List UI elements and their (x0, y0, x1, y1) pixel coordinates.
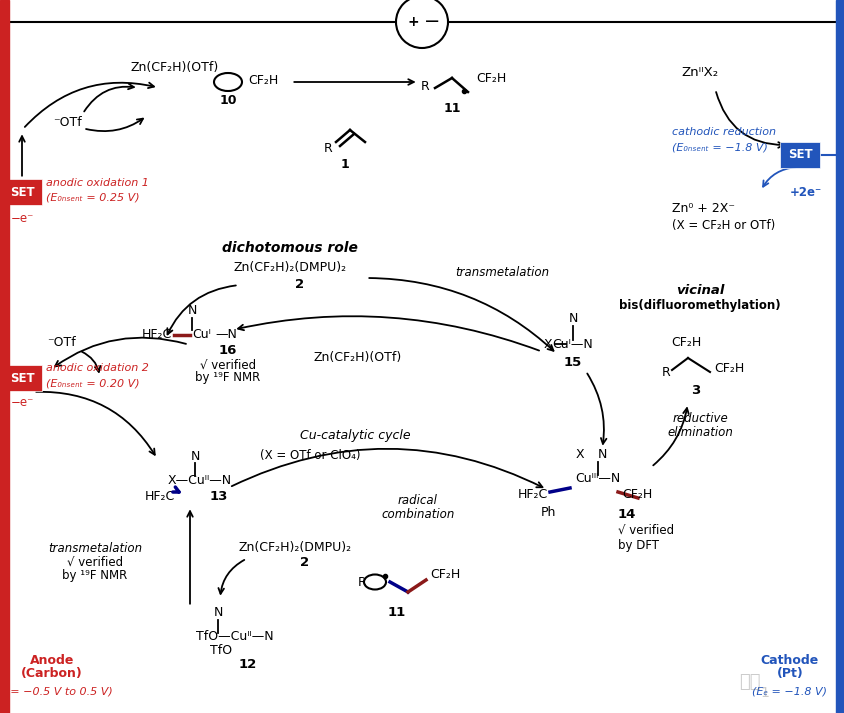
Text: SET: SET (9, 185, 35, 198)
Text: (E₀ₙₛₑₙₜ = 0.25 V): (E₀ₙₛₑₙₜ = 0.25 V) (46, 193, 139, 203)
Text: X: X (543, 337, 551, 351)
Text: X: X (575, 448, 583, 461)
Text: Cu-catalytic cycle: Cu-catalytic cycle (300, 429, 410, 441)
Text: √ verified: √ verified (67, 555, 123, 568)
Text: R: R (420, 80, 429, 93)
Text: X—Cuᴵᴵ—N: X—Cuᴵᴵ—N (168, 473, 232, 486)
Text: ZnᴵᴵX₂: ZnᴵᴵX₂ (680, 66, 717, 78)
Text: SET: SET (9, 371, 35, 384)
Text: 15: 15 (563, 356, 582, 369)
Text: reductive: reductive (671, 411, 727, 424)
Text: Cuᴵ—N: Cuᴵ—N (552, 337, 592, 351)
Text: (X = CF₂H or OTf): (X = CF₂H or OTf) (671, 220, 774, 232)
Text: CF₂H: CF₂H (430, 568, 460, 580)
Text: CF₂H: CF₂H (475, 71, 506, 85)
Text: HF₂C: HF₂C (144, 490, 175, 503)
Text: 2: 2 (300, 557, 309, 570)
Text: combination: combination (381, 508, 454, 520)
Text: (Eₐ = −0.5 V to 0.5 V): (Eₐ = −0.5 V to 0.5 V) (0, 687, 113, 697)
Text: 10: 10 (219, 93, 236, 106)
FancyBboxPatch shape (2, 179, 42, 205)
Text: —N: —N (214, 329, 236, 342)
Text: 13: 13 (210, 490, 228, 503)
Text: radical: radical (398, 493, 437, 506)
Text: by ¹⁹F NMR: by ¹⁹F NMR (62, 570, 127, 583)
Text: 1: 1 (760, 686, 769, 700)
Text: (E₀ₙₛₑₙₜ = −1.8 V): (E₀ₙₛₑₙₜ = −1.8 V) (671, 142, 767, 152)
Text: (Carbon): (Carbon) (21, 667, 83, 680)
Text: Cuᴵᴵᴵ—N: Cuᴵᴵᴵ—N (574, 473, 619, 486)
Text: 2: 2 (295, 279, 304, 292)
Text: Ph: Ph (539, 506, 555, 518)
Text: N: N (598, 448, 607, 461)
Text: R: R (357, 575, 366, 588)
Text: anodic oxidation 1: anodic oxidation 1 (46, 178, 149, 188)
Text: SET: SET (787, 148, 811, 162)
Text: cathodic reduction: cathodic reduction (671, 127, 775, 137)
Bar (835, 0, 844, 713)
Text: Anode: Anode (30, 654, 74, 667)
Text: transmetalation: transmetalation (454, 265, 549, 279)
FancyBboxPatch shape (2, 365, 42, 391)
Text: N: N (190, 449, 199, 463)
Circle shape (396, 0, 447, 48)
Text: √ verified: √ verified (200, 359, 256, 371)
Text: ⁻OTf: ⁻OTf (47, 336, 76, 349)
Text: Zn⁰ + 2X⁻: Zn⁰ + 2X⁻ (671, 202, 734, 215)
Text: (E₀ₙₛₑₙₜ = 0.20 V): (E₀ₙₛₑₙₜ = 0.20 V) (46, 378, 139, 388)
Text: vicinal: vicinal (675, 284, 723, 297)
Text: transmetalation: transmetalation (48, 541, 142, 555)
Text: 11: 11 (443, 101, 460, 115)
Text: R: R (323, 141, 332, 155)
Text: (Eₑ = −1.8 V): (Eₑ = −1.8 V) (752, 687, 826, 697)
Text: HF₂C: HF₂C (142, 329, 172, 342)
Text: (X = OTf or ClO₄): (X = OTf or ClO₄) (259, 449, 360, 463)
Text: anodic oxidation 2: anodic oxidation 2 (46, 363, 149, 373)
Text: Cuᴵ: Cuᴵ (192, 329, 211, 342)
Text: −e⁻: −e⁻ (10, 212, 34, 225)
Text: N: N (213, 605, 223, 618)
Text: by DFT: by DFT (617, 538, 658, 551)
Text: CF₂H: CF₂H (713, 361, 744, 374)
Text: CF₂H: CF₂H (670, 336, 701, 349)
Text: +2e⁻: +2e⁻ (789, 185, 821, 198)
Text: +: + (407, 15, 419, 29)
Text: N: N (568, 312, 577, 324)
Text: (Pt): (Pt) (776, 667, 803, 680)
Text: Zn(CF₂H)(OTf): Zn(CF₂H)(OTf) (313, 352, 402, 364)
Text: dichotomous role: dichotomous role (222, 241, 358, 255)
Text: Zn(CF₂H)₂(DMPU)₂: Zn(CF₂H)₂(DMPU)₂ (238, 541, 351, 555)
Text: ⁻OTf: ⁻OTf (53, 116, 82, 128)
Text: 뉴스: 뉴스 (738, 673, 760, 691)
Text: N: N (187, 304, 197, 317)
Text: bis(difluoromethylation): bis(difluoromethylation) (619, 299, 780, 312)
Text: CF₂H: CF₂H (247, 73, 278, 86)
Text: TfO: TfO (210, 645, 232, 657)
Text: Cathode: Cathode (760, 654, 818, 667)
FancyBboxPatch shape (779, 142, 819, 168)
Text: 14: 14 (617, 508, 636, 521)
Text: √ verified: √ verified (617, 523, 674, 536)
Text: 12: 12 (239, 659, 257, 672)
Text: by ¹⁹F NMR: by ¹⁹F NMR (195, 371, 260, 384)
Text: Zn(CF₂H)₂(DMPU)₂: Zn(CF₂H)₂(DMPU)₂ (233, 262, 346, 275)
Text: 16: 16 (219, 344, 237, 356)
Text: Zn(CF₂H)(OTf): Zn(CF₂H)(OTf) (131, 61, 219, 74)
Bar (0, 0, 9, 713)
Text: HF₂C: HF₂C (517, 488, 548, 501)
Text: 1: 1 (340, 158, 349, 172)
Text: 11: 11 (387, 605, 406, 618)
Text: elimination: elimination (666, 426, 732, 438)
Text: R: R (661, 366, 669, 379)
Text: −e⁻: −e⁻ (10, 396, 34, 409)
Text: −: − (424, 13, 440, 31)
Text: CF₂H: CF₂H (621, 488, 652, 501)
Text: TfO—Cuᴵᴵ—N: TfO—Cuᴵᴵ—N (196, 630, 273, 642)
Text: 3: 3 (690, 384, 700, 396)
